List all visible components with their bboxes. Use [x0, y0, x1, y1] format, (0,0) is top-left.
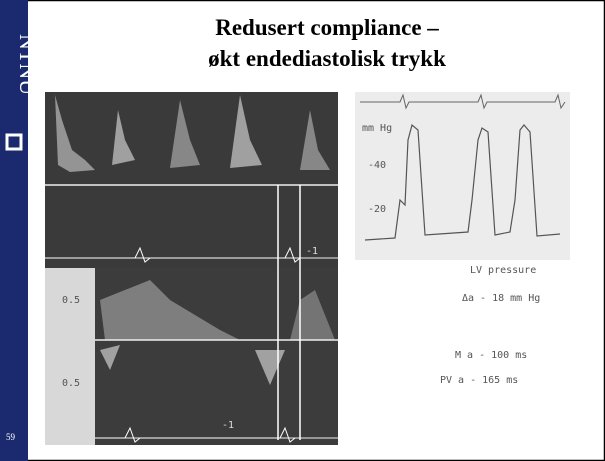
sidebar — [0, 0, 28, 461]
delta-a: Δa - 18 mm Hg — [462, 293, 540, 304]
title-line: økt endediastolisk trykk — [208, 46, 446, 71]
slide-number: 59 — [6, 432, 16, 442]
baseline-label: -1 — [306, 246, 318, 257]
title-line: Redusert compliance – — [215, 15, 439, 40]
doppler-image — [45, 92, 338, 445]
logo-mark — [5, 133, 23, 151]
pressure-tick: -20 — [368, 204, 386, 215]
pressure-label: LV pressure — [470, 265, 536, 276]
pressure-panel — [355, 92, 570, 260]
m-a: M a - 100 ms — [455, 350, 527, 361]
logo-text: NTNU — [15, 34, 40, 95]
baseline-label: -1 — [222, 420, 234, 431]
pressure-unit: mm Hg — [362, 123, 392, 134]
pressure-tick: -40 — [368, 160, 386, 171]
scale-label: 0.5 — [62, 295, 80, 306]
scale-label: 0.5 — [62, 378, 80, 389]
pv-a: PV a - 165 ms — [440, 375, 518, 386]
